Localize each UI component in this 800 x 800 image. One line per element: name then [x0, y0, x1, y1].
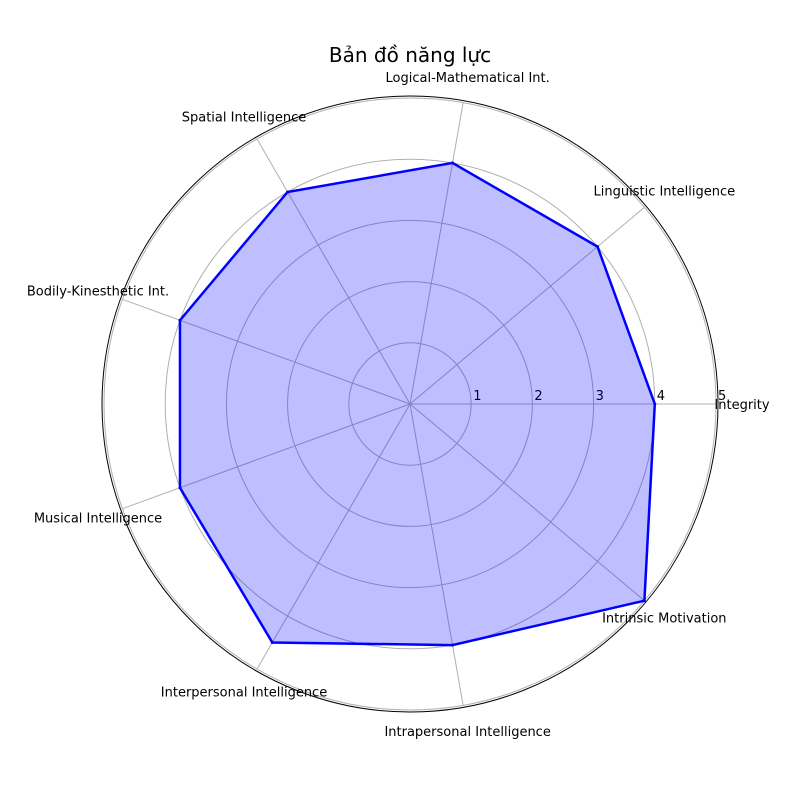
tick-label: 1 [473, 389, 481, 404]
tick-label: 4 [657, 389, 665, 404]
chart-title: Bản đồ năng lực [329, 43, 491, 67]
radial-ticks: 1 2 3 4 5 [473, 389, 726, 404]
outer-ring [101, 95, 719, 713]
category-label: Intrapersonal Intelligence [384, 725, 550, 740]
data-point [451, 161, 455, 165]
data-point [596, 245, 600, 249]
spoke-6 [256, 403, 411, 670]
data-point [178, 318, 182, 322]
series-area [179, 162, 655, 646]
tick-label: 2 [534, 389, 542, 404]
data-point [286, 190, 290, 194]
spoke-3 [256, 138, 411, 405]
category-label: Spatial Intelligence [182, 110, 307, 125]
category-label: Linguistic Intelligence [594, 185, 736, 200]
spoke-5 [122, 403, 411, 510]
data-point [451, 643, 455, 647]
spoke-7 [409, 403, 464, 706]
category-label: Integrity [714, 398, 769, 413]
spoke-8 [409, 403, 645, 602]
series-layer [178, 161, 657, 647]
series-line [178, 161, 657, 647]
spoke-4 [122, 298, 411, 405]
category-label: Logical-Mathematical Int. [386, 71, 550, 86]
data-point [653, 402, 657, 406]
category-labels: Integrity Linguistic Intelligence Logical-… [27, 71, 770, 740]
category-label: Interpersonal Intelligence [161, 686, 327, 701]
data-point [270, 641, 274, 645]
category-label: Bodily-Kinesthetic Int. [27, 284, 169, 299]
category-label: Intrinsic Motivation [602, 611, 726, 626]
spoke-1 [409, 206, 645, 405]
spoke-2 [409, 102, 464, 405]
data-point [642, 599, 646, 603]
category-label: Musical Intelligence [34, 512, 162, 527]
data-point [178, 486, 182, 490]
tick-label: 3 [596, 389, 604, 404]
tick-label: 5 [718, 389, 726, 404]
